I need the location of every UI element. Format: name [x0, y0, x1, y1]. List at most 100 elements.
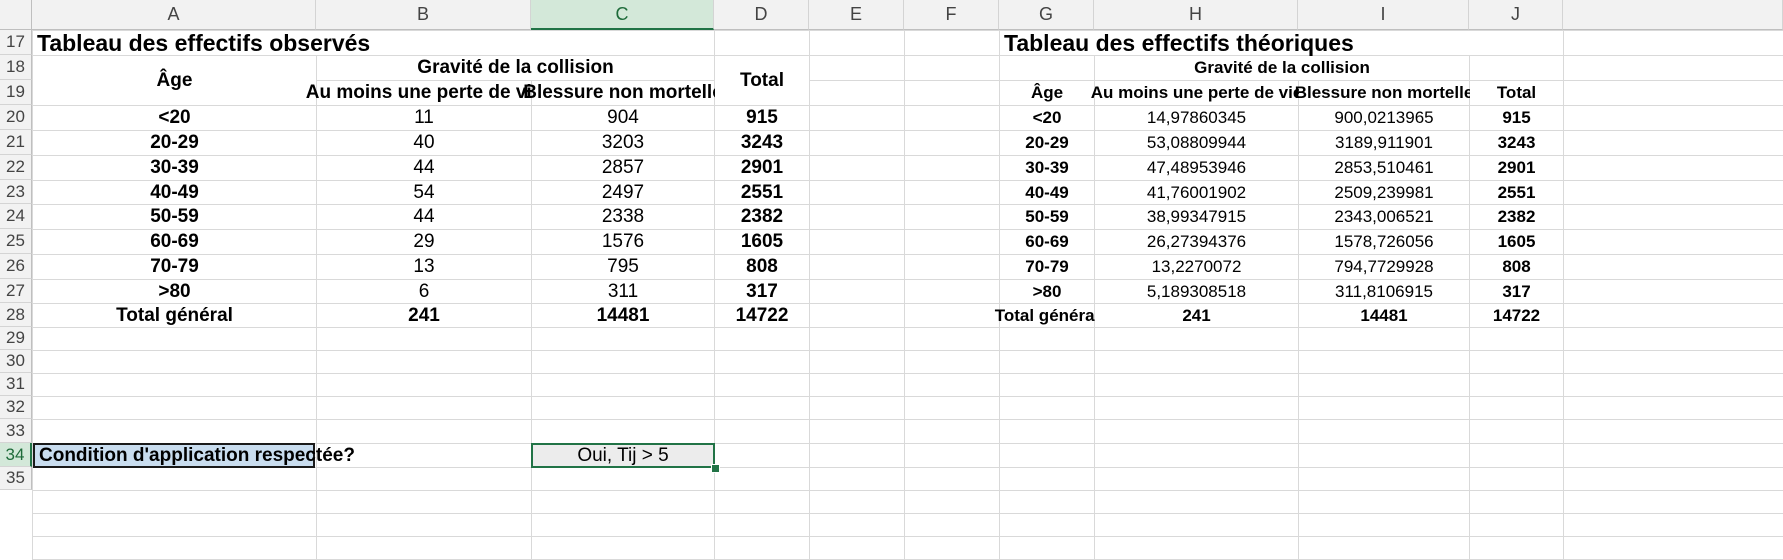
- theoretical-age-cell[interactable]: 60-69: [1000, 230, 1094, 254]
- theoretical-count-injury-cell[interactable]: 2853,510461: [1299, 156, 1469, 180]
- row-header-18[interactable]: 18: [0, 55, 32, 80]
- observed-count-injury-cell[interactable]: 904: [532, 106, 714, 130]
- observed-count-injury-cell[interactable]: 2338: [532, 205, 714, 229]
- select-all-corner[interactable]: [0, 0, 32, 30]
- theoretical-age-cell[interactable]: 50-59: [1000, 205, 1094, 229]
- theoretical-count-injury-cell[interactable]: 3189,911901: [1299, 131, 1469, 155]
- observed-count-injury-cell[interactable]: 795: [532, 255, 714, 279]
- theoretical-count-loss-cell[interactable]: 47,48953946: [1095, 156, 1298, 180]
- observed-age-cell[interactable]: 30-39: [33, 156, 316, 180]
- observed-age-cell[interactable]: 70-79: [33, 255, 316, 279]
- row-header-23[interactable]: 23: [0, 180, 32, 204]
- theoretical-count-injury-cell[interactable]: 1578,726056: [1299, 230, 1469, 254]
- condition-label[interactable]: Condition d'application respectée?: [33, 443, 355, 468]
- observed-total-cell[interactable]: 2382: [715, 205, 809, 229]
- observed-grand-total-injury[interactable]: 14481: [532, 304, 714, 327]
- observed-grand-total-loss[interactable]: 241: [317, 304, 531, 327]
- theoretical-total-cell[interactable]: 2551: [1470, 181, 1563, 204]
- theoretical-age-cell[interactable]: 40-49: [1000, 181, 1094, 204]
- theoretical-count-loss-cell[interactable]: 14,97860345: [1095, 106, 1298, 130]
- theoretical-count-loss-cell[interactable]: 53,08809944: [1095, 131, 1298, 155]
- theoretical-count-loss-cell[interactable]: 41,76001902: [1095, 181, 1298, 204]
- observed-grand-total[interactable]: 14722: [715, 304, 809, 327]
- row-header-31[interactable]: 31: [0, 373, 32, 396]
- theoretical-count-injury-cell[interactable]: 2343,006521: [1299, 205, 1469, 229]
- theoretical-total-cell[interactable]: 915: [1470, 106, 1563, 130]
- column-header-i[interactable]: I: [1298, 0, 1469, 30]
- row-header-35[interactable]: 35: [0, 467, 32, 490]
- observed-age-cell[interactable]: 20-29: [33, 131, 316, 155]
- column-header-b[interactable]: B: [316, 0, 531, 30]
- observed-count-loss-cell[interactable]: 13: [317, 255, 531, 279]
- row-header-27[interactable]: 27: [0, 279, 32, 303]
- row-header-24[interactable]: 24: [0, 204, 32, 229]
- column-header-f[interactable]: F: [904, 0, 999, 30]
- theoretical-age-cell[interactable]: 70-79: [1000, 255, 1094, 279]
- observed-age-cell[interactable]: <20: [33, 106, 316, 130]
- observed-count-loss-cell[interactable]: 40: [317, 131, 531, 155]
- observed-total-cell[interactable]: 3243: [715, 131, 809, 155]
- observed-total-cell[interactable]: 915: [715, 106, 809, 130]
- theoretical-count-injury-cell[interactable]: 900,0213965: [1299, 106, 1469, 130]
- observed-age-cell[interactable]: 40-49: [33, 181, 316, 204]
- row-header-29[interactable]: 29: [0, 327, 32, 350]
- theoretical-grand-total[interactable]: 14722: [1470, 304, 1563, 327]
- theoretical-age-cell[interactable]: <20: [1000, 106, 1094, 130]
- row-header-25[interactable]: 25: [0, 229, 32, 254]
- row-header-22[interactable]: 22: [0, 155, 32, 180]
- theoretical-count-loss-cell[interactable]: 38,99347915: [1095, 205, 1298, 229]
- observed-total-cell[interactable]: 1605: [715, 230, 809, 254]
- column-header-g[interactable]: G: [999, 0, 1094, 30]
- theoretical-count-injury-cell[interactable]: 311,8106915: [1299, 280, 1469, 303]
- theoretical-total-cell[interactable]: 2382: [1470, 205, 1563, 229]
- theoretical-age-cell[interactable]: 30-39: [1000, 156, 1094, 180]
- row-header-26[interactable]: 26: [0, 254, 32, 279]
- observed-grand-total-label[interactable]: Total général: [33, 304, 316, 327]
- row-header-34[interactable]: 34: [0, 443, 32, 467]
- observed-count-loss-cell[interactable]: 54: [317, 181, 531, 204]
- theoretical-grand-total-label[interactable]: Total général: [995, 304, 1099, 327]
- observed-age-cell[interactable]: 60-69: [33, 230, 316, 254]
- column-header-e[interactable]: E: [809, 0, 904, 30]
- column-header-a[interactable]: A: [32, 0, 316, 30]
- row-header-17[interactable]: 17: [0, 30, 32, 55]
- theoretical-count-loss-cell[interactable]: 5,189308518: [1095, 280, 1298, 303]
- observed-age-cell[interactable]: >80: [33, 280, 316, 303]
- observed-total-cell[interactable]: 2551: [715, 181, 809, 204]
- observed-total-cell[interactable]: 808: [715, 255, 809, 279]
- observed-count-loss-cell[interactable]: 11: [317, 106, 531, 130]
- observed-count-injury-cell[interactable]: 311: [532, 280, 714, 303]
- theoretical-count-injury-cell[interactable]: 794,7729928: [1299, 255, 1469, 279]
- row-header-33[interactable]: 33: [0, 419, 32, 443]
- condition-result-cell-selected[interactable]: Oui, Tij > 5: [531, 443, 715, 468]
- observed-count-loss-cell[interactable]: 44: [317, 156, 531, 180]
- observed-count-loss-cell[interactable]: 44: [317, 205, 531, 229]
- row-header-32[interactable]: 32: [0, 396, 32, 419]
- theoretical-count-loss-cell[interactable]: 13,2270072: [1095, 255, 1298, 279]
- row-header-30[interactable]: 30: [0, 350, 32, 373]
- observed-count-injury-cell[interactable]: 2857: [532, 156, 714, 180]
- theoretical-grand-total-injury[interactable]: 14481: [1299, 304, 1469, 327]
- theoretical-total-cell[interactable]: 3243: [1470, 131, 1563, 155]
- theoretical-age-cell[interactable]: >80: [1000, 280, 1094, 303]
- column-header-h[interactable]: H: [1094, 0, 1298, 30]
- theoretical-total-cell[interactable]: 317: [1470, 280, 1563, 303]
- observed-count-loss-cell[interactable]: 29: [317, 230, 531, 254]
- column-header-d[interactable]: D: [714, 0, 809, 30]
- theoretical-count-injury-cell[interactable]: 2509,239981: [1299, 181, 1469, 204]
- column-header-c[interactable]: C: [531, 0, 714, 30]
- theoretical-age-cell[interactable]: 20-29: [1000, 131, 1094, 155]
- observed-count-injury-cell[interactable]: 2497: [532, 181, 714, 204]
- theoretical-total-cell[interactable]: 808: [1470, 255, 1563, 279]
- observed-age-cell[interactable]: 50-59: [33, 205, 316, 229]
- theoretical-grand-total-loss[interactable]: 241: [1095, 304, 1298, 327]
- row-header-19[interactable]: 19: [0, 80, 32, 105]
- observed-total-cell[interactable]: 2901: [715, 156, 809, 180]
- observed-count-loss-cell[interactable]: 6: [317, 280, 531, 303]
- theoretical-count-loss-cell[interactable]: 26,27394376: [1095, 230, 1298, 254]
- row-header-28[interactable]: 28: [0, 303, 32, 327]
- observed-total-cell[interactable]: 317: [715, 280, 809, 303]
- observed-count-injury-cell[interactable]: 3203: [532, 131, 714, 155]
- row-header-21[interactable]: 21: [0, 130, 32, 155]
